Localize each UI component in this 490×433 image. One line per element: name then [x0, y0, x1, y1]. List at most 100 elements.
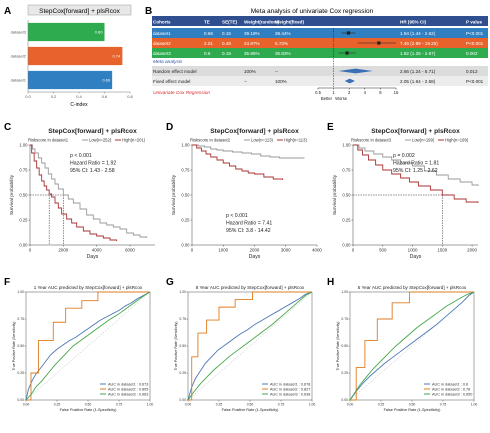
panel-letter-d: D [166, 122, 173, 133]
roc-x-tick-label: 1.00 [147, 403, 154, 407]
km-y-tick-label: 0.75 [181, 168, 190, 173]
meta-worse-label: Worse [335, 96, 348, 101]
roc-x-tick-label: 0.75 [278, 403, 285, 407]
km-plot-dataset3: StepCox[forward] + plsRcox Riskscore in d… [332, 128, 479, 260]
roc-y-tick-label: 0.50 [17, 344, 24, 348]
km-x-axis-label: Days [87, 254, 99, 260]
km-x-axis-label: Days [410, 254, 422, 260]
roc-y-tick-label: 0.50 [179, 344, 186, 348]
roc-y-tick-label: 0.00 [341, 398, 348, 402]
roc-x-tick-label: 0.00 [23, 403, 30, 407]
km-y-tick-label: 0.75 [19, 168, 28, 173]
cindex-x-tick-label: 0.8 [127, 94, 133, 99]
meta-model-weight-random: 100% [244, 69, 256, 74]
meta-model-weight-fixed: -- [275, 69, 279, 74]
km-x-tick-label: 2000 [467, 248, 477, 253]
km-legend-label-low: Low(n=252) [89, 138, 112, 143]
km-curve-low-risk [192, 144, 305, 159]
cindex-category-label-dataset2: dataset2 [11, 54, 27, 59]
cindex-title-box [27, 4, 132, 16]
cindex-bar-chart: StepCox[forward] + plsRcox 0.600.740.66 … [11, 4, 134, 108]
roc-y-tick-label: 0.75 [179, 317, 186, 321]
meta-analysis-title: Meta analysis of univariate Cox regressi… [251, 8, 374, 15]
roc-curve-dataset1 [187, 291, 313, 401]
roc-title: 5 Year AUC predicted by StepCox[forward]… [358, 285, 467, 290]
km-curve-high-risk [30, 144, 118, 241]
km-curve-low-risk [353, 144, 479, 186]
panel-letter-b: B [145, 6, 152, 17]
meta-weight-fixed-value: 35.83% [275, 51, 291, 56]
roc-x-axis-label: False Positive Rate (1-Specificity) [222, 408, 279, 412]
roc-x-tick-label: 0.00 [347, 403, 354, 407]
meta-hr-point [345, 51, 349, 55]
meta-axis-tick-label: 1 [332, 90, 335, 95]
panel-letter-g: G [166, 277, 174, 288]
meta-te-value: 0.6 [204, 51, 211, 56]
roc-y-tick-label: 0.75 [341, 317, 348, 321]
meta-se-value: 0.19 [222, 51, 231, 56]
panel-letter-c: C [4, 122, 11, 133]
roc-x-tick-label: 0.50 [409, 403, 416, 407]
km-y-tick-label: 1.00 [342, 143, 351, 148]
roc-x-tick-label: 0.75 [440, 403, 447, 407]
cindex-x-axis-label: C-index [70, 102, 88, 108]
roc-y-tick-label: 0.25 [17, 371, 24, 375]
cindex-x-tick-label: 0.0 [25, 94, 31, 99]
cindex-chart-title: StepCox[forward] + plsRcox [39, 8, 120, 15]
km-y-tick-label: 0.75 [342, 168, 351, 173]
meta-weight-random-value: 24.97% [244, 41, 260, 46]
km-y-tick-label: 0.25 [181, 218, 190, 223]
km-y-tick-label: 0.00 [342, 243, 351, 248]
km-annotation: Hazard Ratio = 7.41 [226, 221, 272, 227]
meta-model-label: Random effect model [153, 69, 197, 74]
km-annotation: p = 0.002 [393, 153, 415, 159]
meta-se-value: 0.48 [222, 41, 231, 46]
roc-x-tick-label: 0.50 [85, 403, 92, 407]
km-title: StepCox[forward] + plsRcox [48, 128, 137, 135]
cindex-x-tick-label: 0.4 [76, 94, 82, 99]
meta-model-hr: 2.05 (1.64 - 2.58) [400, 79, 436, 84]
meta-cohort-name: dataset1 [153, 31, 171, 36]
meta-p-value: P<0.001 [466, 31, 484, 36]
cindex-x-tick-label: 0.2 [51, 94, 57, 99]
km-x-tick-label: 0 [352, 248, 355, 253]
cindex-category-label-dataset3: dataset3 [11, 30, 27, 35]
meta-te-value: 2.01 [204, 41, 213, 46]
km-y-axis-label: Survival probability [332, 174, 338, 215]
km-x-tick-label: 2000 [250, 248, 260, 253]
cindex-bar-dataset2 [28, 46, 123, 66]
cindex-bar-dataset1 [28, 70, 113, 90]
roc-x-axis-label: False Positive Rate (1-Specificity) [60, 408, 117, 412]
roc-curve-dataset2 [350, 291, 474, 401]
km-x-tick-label: 3000 [281, 248, 291, 253]
km-x-axis-label: Days [249, 254, 261, 260]
km-annotation: p < 0.001 [226, 213, 248, 219]
meta-p-value: 0.002 [466, 51, 478, 56]
meta-col-header-weight-random: Weight(random) [244, 20, 280, 25]
roc-diagonal [349, 291, 475, 401]
roc-diagonal [25, 291, 151, 401]
roc-x-tick-label: 0.25 [216, 403, 223, 407]
km-title: StepCox[forward] + plsRcox [371, 128, 460, 135]
meta-header-bar [152, 16, 488, 26]
roc-y-axis-label: True Positive Rate (Sensitivity) [174, 322, 178, 371]
panel-letter-h: H [327, 277, 334, 288]
meta-se-value: 0.15 [222, 31, 231, 36]
roc-legend-label: AUC in dataset3 : 0.663 [108, 392, 148, 396]
km-y-tick-label: 0.50 [181, 193, 190, 198]
km-x-tick-label: 2000 [58, 248, 68, 253]
km-y-axis-label: Survival probability [9, 174, 15, 215]
km-x-tick-label: 4000 [312, 248, 322, 253]
km-curve-high-risk [353, 144, 479, 203]
meta-model-p: P<0.001 [466, 79, 484, 84]
km-legend-label-high: High(n=113) [284, 138, 307, 143]
meta-col-header-weight-fixed: Weight(fixed) [275, 20, 304, 25]
cindex-category-label-dataset1: dataset1 [11, 78, 27, 83]
roc-y-tick-label: 1.00 [341, 290, 348, 294]
meta-model-weight-fixed: 100% [275, 79, 287, 84]
roc-y-tick-label: 0.50 [341, 344, 348, 348]
roc-legend-label: AUC in dataset2 : 0.805 [108, 387, 148, 391]
km-plot-dataset1: StepCox[forward] + plsRcox Riskscore in d… [9, 128, 155, 260]
cindex-bar-dataset3 [28, 22, 105, 42]
roc-title: 8 Year AUC predicted by StepCox[forward]… [196, 285, 305, 290]
